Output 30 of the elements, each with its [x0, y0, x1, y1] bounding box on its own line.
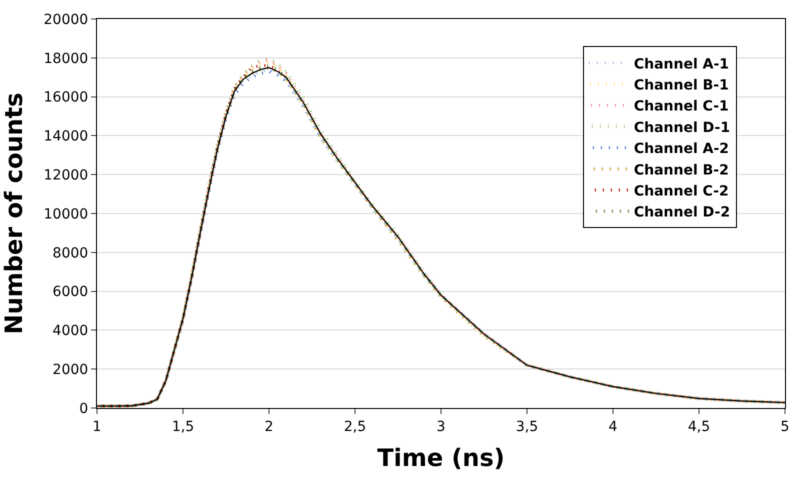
x-axis-title: Time (ns) [377, 444, 505, 472]
legend-label: Channel A-1 [634, 56, 730, 72]
y-axis-title: Number of counts [0, 92, 28, 334]
legend-label: Channel D-1 [634, 120, 730, 136]
y-tick-label: 10000 [44, 206, 88, 222]
y-tick-label: 14000 [44, 128, 88, 145]
legend-label: Channel B-2 [634, 162, 729, 178]
y-tick-label: 12000 [44, 168, 88, 184]
x-tick-label: 5 [780, 418, 790, 435]
legend-label: Channel D-2 [634, 204, 730, 221]
x-tick-label: 1 [92, 418, 102, 435]
x-tick-label: 3 [436, 418, 446, 435]
legend-label: Channel C-1 [634, 98, 729, 115]
x-tick-label: 2 [264, 418, 274, 435]
y-tick-label: 16000 [44, 90, 88, 106]
x-tick-label: 3,5 [516, 418, 538, 435]
y-tick-label: 6000 [52, 284, 88, 300]
x-tick-label: 4 [608, 418, 618, 435]
y-tick-label: 4000 [52, 323, 88, 340]
x-tick-label: 1,5 [172, 418, 194, 435]
legend-label: Channel B-1 [634, 77, 729, 94]
y-tick-label: 18000 [44, 50, 88, 67]
x-tick-label: 4,5 [688, 418, 710, 435]
y-tick-label: 20000 [44, 12, 88, 28]
legend-label: Channel C-2 [634, 183, 729, 200]
x-tick-label: 2,5 [344, 418, 366, 435]
y-tick-label: 2000 [52, 362, 88, 378]
legend-label: Channel A-2 [634, 141, 730, 158]
y-tick-label: 8000 [52, 245, 88, 262]
y-tick-label: 0 [79, 400, 88, 417]
